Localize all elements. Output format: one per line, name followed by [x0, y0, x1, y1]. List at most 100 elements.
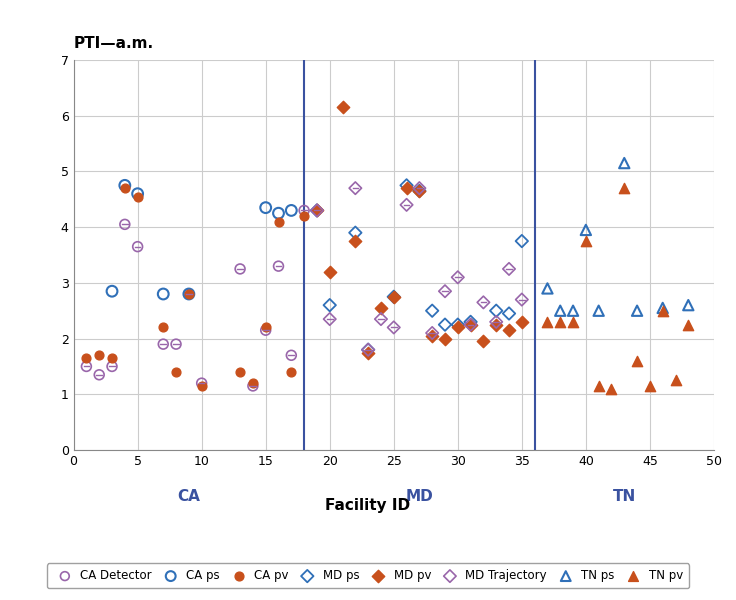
Point [247, 381, 259, 391]
Point [311, 206, 323, 215]
Point [388, 292, 400, 302]
Point [618, 184, 630, 193]
Point [631, 306, 643, 316]
Point [388, 323, 400, 332]
Point [542, 317, 553, 326]
Point [247, 379, 259, 388]
Point [414, 186, 425, 196]
Point [439, 286, 451, 296]
Point [400, 200, 412, 209]
Point [260, 203, 272, 212]
Point [567, 317, 579, 326]
Point [464, 320, 476, 329]
Point [439, 334, 451, 343]
Point [350, 228, 361, 238]
Point [119, 184, 131, 193]
Point [400, 181, 412, 190]
Point [478, 337, 489, 346]
Point [260, 323, 272, 332]
Point [567, 306, 579, 316]
Point [286, 367, 297, 377]
Text: Facility ID: Facility ID [325, 498, 411, 513]
Point [592, 381, 604, 391]
Point [542, 284, 553, 293]
Point [158, 289, 169, 299]
Point [464, 317, 476, 326]
Point [158, 323, 169, 332]
Point [362, 347, 374, 357]
Point [657, 306, 668, 316]
Point [682, 320, 694, 329]
Point [657, 303, 668, 313]
Text: MD: MD [406, 489, 434, 504]
Point [298, 211, 310, 221]
Point [452, 320, 464, 329]
Point [196, 381, 208, 391]
Point [272, 262, 284, 271]
Point [452, 272, 464, 282]
Point [503, 308, 515, 318]
Point [414, 186, 425, 196]
Point [682, 301, 694, 310]
Point [426, 306, 438, 316]
Point [106, 353, 118, 363]
Text: CA: CA [177, 489, 200, 504]
Point [324, 267, 336, 277]
Point [503, 264, 515, 274]
Point [464, 320, 476, 329]
Point [362, 345, 374, 355]
Point [183, 289, 195, 299]
Text: PTI—a.m.: PTI—a.m. [74, 36, 154, 51]
Point [362, 345, 374, 355]
Point [580, 236, 592, 246]
Legend: CA Detector, CA ps, CA pv, MD ps, MD pv, MD Trajectory, TN ps, TN pv: CA Detector, CA ps, CA pv, MD ps, MD pv,… [47, 563, 689, 588]
Point [311, 206, 323, 215]
Point [670, 376, 682, 385]
Point [106, 362, 118, 371]
Point [439, 320, 451, 329]
Point [490, 306, 502, 316]
Point [516, 317, 528, 326]
Point [554, 306, 566, 316]
Point [400, 184, 412, 193]
Point [375, 314, 387, 324]
Point [478, 298, 489, 307]
Text: TN: TN [612, 489, 636, 504]
Point [375, 303, 387, 313]
Point [350, 236, 361, 246]
Point [592, 306, 604, 316]
Point [350, 184, 361, 193]
Point [260, 325, 272, 335]
Point [426, 328, 438, 338]
Point [503, 325, 515, 335]
Point [119, 220, 131, 229]
Point [516, 295, 528, 304]
Point [388, 292, 400, 302]
Point [119, 181, 131, 190]
Point [234, 264, 246, 274]
Point [490, 317, 502, 326]
Point [644, 381, 656, 391]
Point [80, 362, 92, 371]
Point [426, 331, 438, 341]
Point [196, 379, 208, 388]
Point [452, 323, 464, 332]
Point [618, 158, 630, 168]
Point [272, 217, 284, 226]
Point [336, 103, 348, 112]
Point [132, 242, 144, 251]
Point [554, 317, 566, 326]
Point [132, 189, 144, 199]
Point [158, 340, 169, 349]
Point [234, 367, 246, 377]
Point [183, 289, 195, 299]
Point [170, 367, 182, 377]
Point [324, 314, 336, 324]
Point [324, 301, 336, 310]
Point [272, 208, 284, 218]
Point [183, 289, 195, 299]
Point [298, 206, 310, 215]
Point [490, 320, 502, 329]
Point [631, 356, 643, 365]
Point [286, 350, 297, 360]
